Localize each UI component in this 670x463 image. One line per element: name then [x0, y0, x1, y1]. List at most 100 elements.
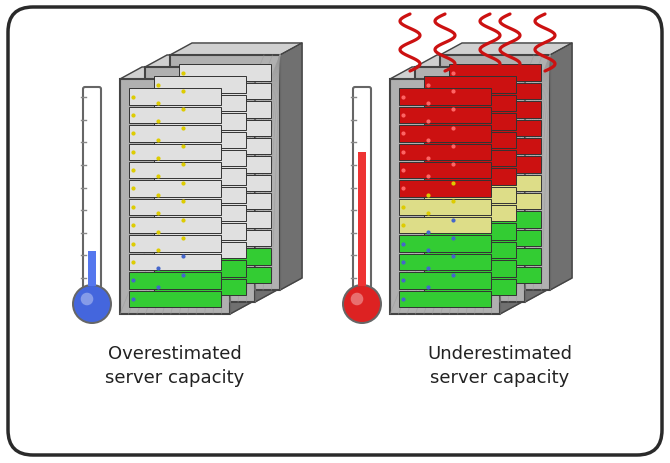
Bar: [424, 261, 516, 277]
Bar: [390, 80, 500, 314]
Bar: [129, 144, 221, 161]
Polygon shape: [145, 56, 277, 68]
Bar: [449, 230, 541, 247]
Bar: [129, 126, 221, 142]
Bar: [449, 84, 541, 100]
Bar: [179, 84, 271, 100]
Bar: [154, 279, 246, 295]
Text: Underestimated
server capacity: Underestimated server capacity: [427, 344, 572, 386]
Bar: [399, 199, 491, 216]
Bar: [399, 273, 491, 289]
Bar: [424, 224, 516, 240]
Bar: [154, 150, 246, 167]
Bar: [120, 80, 230, 314]
Bar: [449, 194, 541, 210]
Bar: [449, 267, 541, 283]
Bar: [399, 107, 491, 124]
Bar: [129, 107, 221, 124]
Bar: [424, 77, 516, 94]
Polygon shape: [255, 56, 277, 302]
Bar: [399, 163, 491, 179]
Polygon shape: [170, 44, 302, 56]
Circle shape: [74, 287, 110, 322]
Circle shape: [350, 293, 363, 306]
Bar: [129, 89, 221, 106]
Bar: [154, 77, 246, 94]
Circle shape: [72, 284, 112, 324]
Bar: [179, 102, 271, 118]
FancyBboxPatch shape: [83, 88, 101, 288]
Bar: [129, 273, 221, 289]
Bar: [424, 242, 516, 259]
Text: Overestimated
server capacity: Overestimated server capacity: [105, 344, 245, 386]
Bar: [154, 95, 246, 112]
Bar: [424, 169, 516, 185]
Circle shape: [342, 284, 382, 324]
Bar: [179, 65, 271, 81]
Bar: [154, 132, 246, 149]
Bar: [449, 138, 541, 155]
Polygon shape: [550, 44, 572, 290]
Bar: [129, 291, 221, 307]
Bar: [440, 56, 550, 290]
Bar: [154, 206, 246, 222]
Bar: [399, 181, 491, 197]
Bar: [154, 242, 246, 259]
Bar: [399, 144, 491, 161]
Bar: [170, 56, 280, 290]
Bar: [154, 114, 246, 130]
Bar: [129, 181, 221, 197]
Bar: [424, 114, 516, 130]
Bar: [129, 236, 221, 252]
Bar: [424, 206, 516, 222]
Bar: [399, 291, 491, 307]
Bar: [424, 150, 516, 167]
Bar: [179, 120, 271, 137]
Bar: [399, 89, 491, 106]
Bar: [424, 95, 516, 112]
Polygon shape: [280, 44, 302, 290]
Polygon shape: [120, 68, 252, 80]
Bar: [449, 102, 541, 118]
Bar: [424, 187, 516, 204]
Bar: [154, 261, 246, 277]
Bar: [424, 279, 516, 295]
Bar: [129, 218, 221, 234]
Bar: [88, 251, 96, 287]
Bar: [179, 194, 271, 210]
Polygon shape: [415, 56, 547, 68]
Circle shape: [80, 293, 93, 306]
FancyBboxPatch shape: [353, 88, 371, 288]
Bar: [129, 163, 221, 179]
Bar: [449, 65, 541, 81]
Bar: [154, 187, 246, 204]
Bar: [358, 153, 366, 287]
Bar: [179, 138, 271, 155]
FancyBboxPatch shape: [8, 8, 662, 455]
Bar: [154, 169, 246, 185]
Polygon shape: [525, 56, 547, 302]
Bar: [179, 212, 271, 228]
Bar: [399, 254, 491, 270]
Polygon shape: [440, 44, 572, 56]
Bar: [399, 236, 491, 252]
Bar: [449, 120, 541, 137]
Polygon shape: [500, 68, 522, 314]
Bar: [179, 230, 271, 247]
Bar: [179, 157, 271, 173]
Polygon shape: [390, 68, 522, 80]
Bar: [449, 175, 541, 192]
Bar: [399, 126, 491, 142]
Bar: [449, 212, 541, 228]
Bar: [145, 68, 255, 302]
Bar: [415, 68, 525, 302]
Bar: [179, 249, 271, 265]
Polygon shape: [230, 68, 252, 314]
Bar: [129, 199, 221, 216]
Bar: [179, 175, 271, 192]
Bar: [424, 132, 516, 149]
Bar: [449, 157, 541, 173]
Bar: [129, 254, 221, 270]
Bar: [449, 249, 541, 265]
Bar: [399, 218, 491, 234]
